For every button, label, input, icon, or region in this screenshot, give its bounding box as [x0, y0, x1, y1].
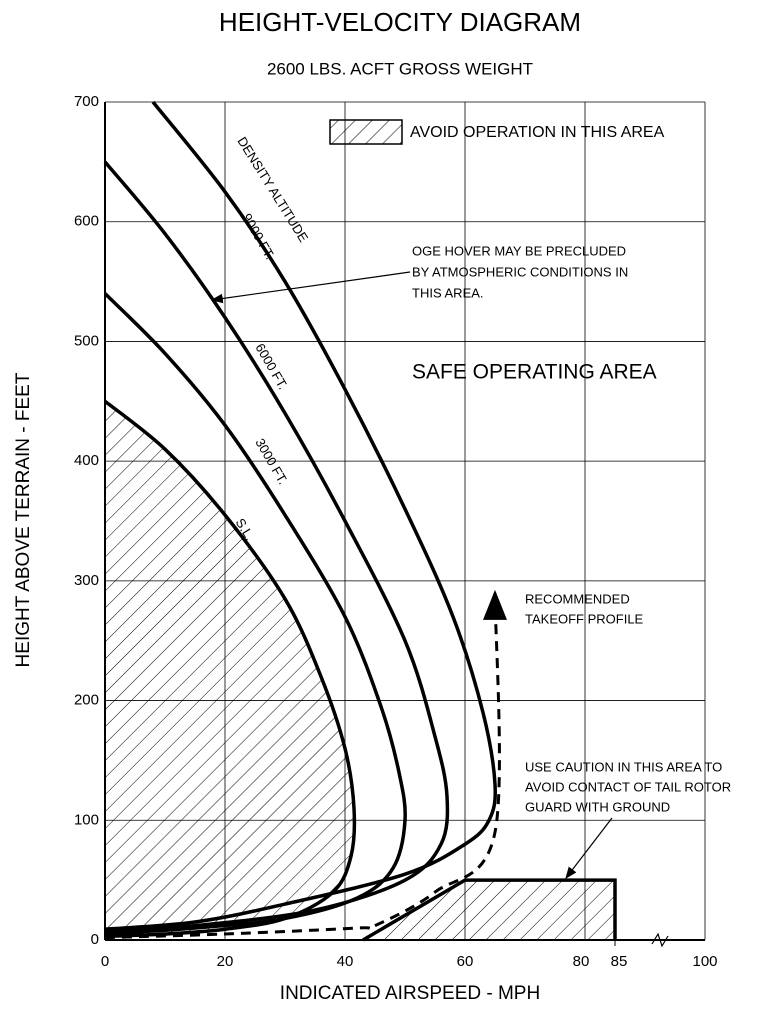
- chart-subtitle: 2600 LBS. ACFT GROSS WEIGHT: [267, 59, 533, 78]
- y-tick-label: 400: [74, 452, 99, 469]
- annotation: OGE HOVER MAY BE PRECLUDED: [412, 243, 626, 258]
- density-altitude-curve: [103, 399, 357, 939]
- x-tick-label: 20: [217, 953, 234, 970]
- y-tick-label: 700: [74, 93, 99, 110]
- avoid-region: [105, 401, 355, 937]
- y-tick-label: 0: [91, 931, 99, 948]
- y-tick-label: 300: [74, 572, 99, 589]
- y-tick-label: 500: [74, 332, 99, 349]
- x-tick-label: 0: [101, 953, 109, 970]
- annotation: BY ATMOSPHERIC CONDITIONS IN: [412, 264, 628, 279]
- density-altitude-curve: [104, 100, 497, 931]
- y-axis-label: HEIGHT ABOVE TERRAIN - FEET: [13, 372, 34, 667]
- x-axis-label: INDICATED AIRSPEED - MPH: [280, 983, 540, 1004]
- x-tick-label: 80: [573, 953, 590, 970]
- x-tick-label: 85: [611, 953, 628, 970]
- annotation: RECOMMENDED: [525, 591, 630, 606]
- chart-title: HEIGHT-VELOCITY DIAGRAM: [219, 7, 581, 37]
- y-tick-label: 600: [74, 213, 99, 230]
- density-altitude-curve: [103, 292, 407, 936]
- arrow: [565, 817, 613, 879]
- arrow: [210, 271, 411, 304]
- avoid-region-edge: [362, 878, 617, 942]
- annotation: TAKEOFF PROFILE: [525, 611, 644, 626]
- annotation: AVOID CONTACT OF TAIL ROTOR: [525, 779, 731, 794]
- annotation: GUARD WITH GROUND: [525, 799, 670, 814]
- x-tick-label: 40: [337, 953, 354, 970]
- annotation: THIS AREA.: [412, 285, 484, 300]
- legend-label: AVOID OPERATION IN THIS AREA: [410, 124, 665, 141]
- density-altitude-curve: [103, 160, 450, 934]
- legend-swatch: [329, 119, 403, 145]
- avoid-region: [363, 880, 615, 940]
- annotation: SAFE OPERATING AREA: [412, 361, 657, 384]
- y-tick-label: 100: [74, 811, 99, 828]
- x-tick-label: 100: [692, 953, 717, 970]
- x-tick-label: 60: [457, 953, 474, 970]
- takeoff-profile: [104, 589, 508, 940]
- series-label: 9000 FT.: [239, 211, 277, 262]
- y-tick-label: 200: [74, 692, 99, 709]
- annotation: USE CAUTION IN THIS AREA TO: [525, 759, 722, 774]
